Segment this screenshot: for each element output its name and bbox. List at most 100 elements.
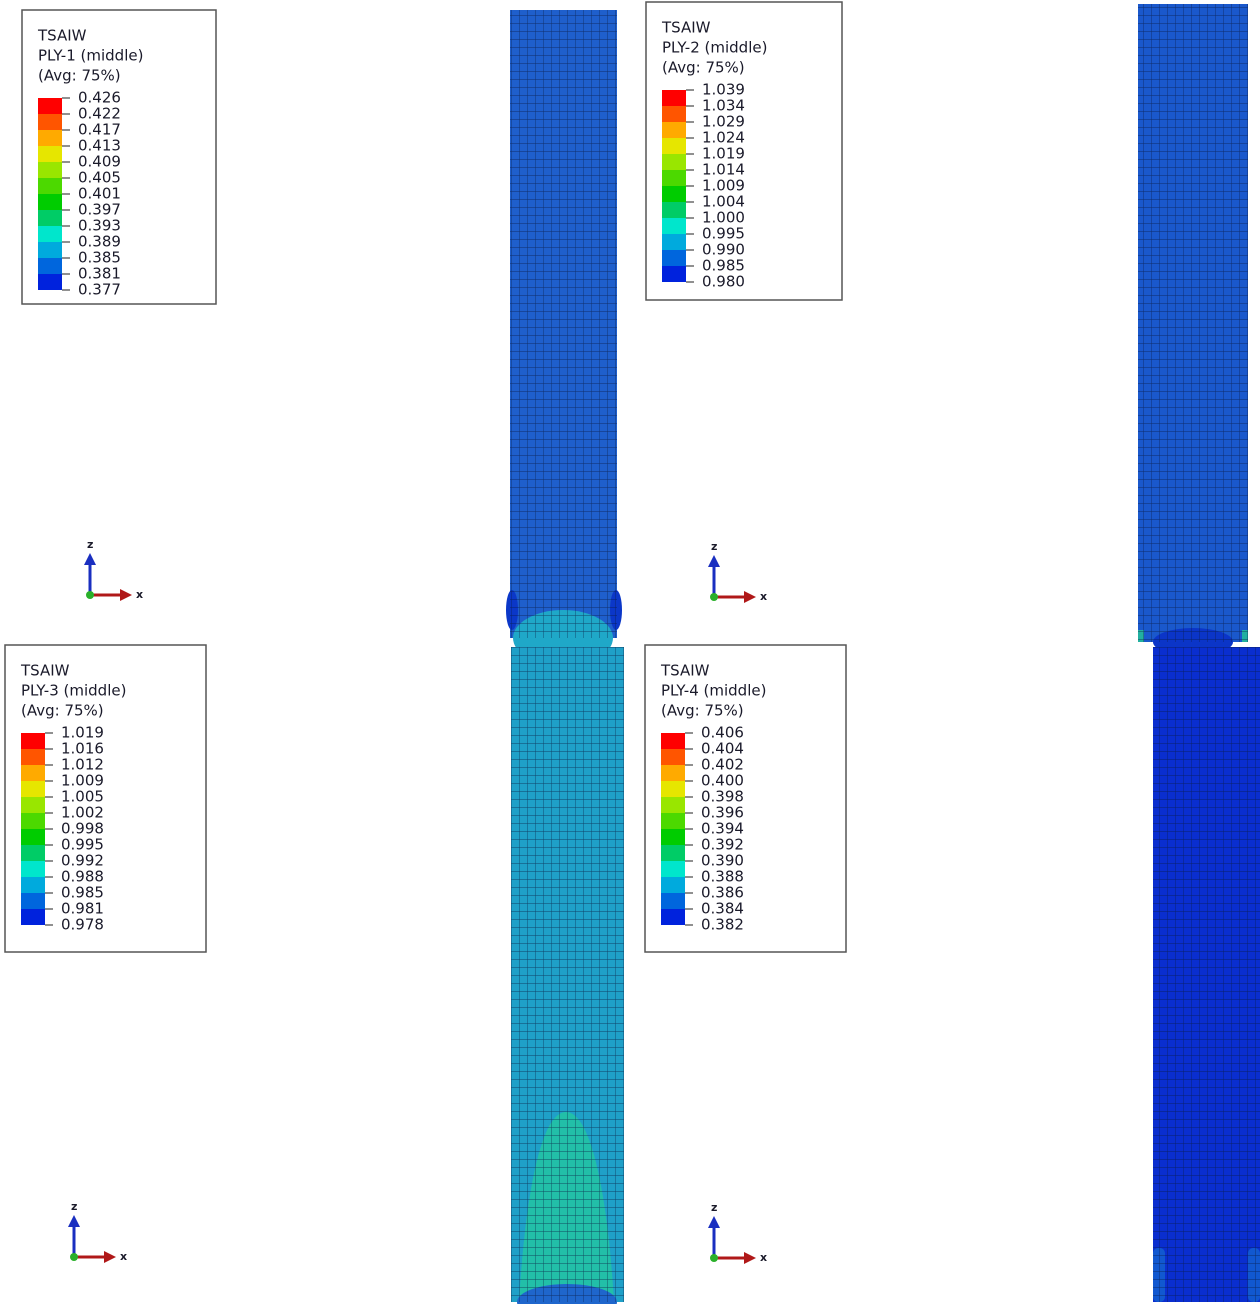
legend-label: 0.426 [78, 89, 121, 107]
legend-band [661, 733, 685, 749]
legend-band [661, 797, 685, 813]
legend-band [661, 765, 685, 781]
legend-band [21, 749, 45, 765]
legend-label: 0.385 [78, 249, 121, 267]
legend-band [662, 218, 686, 234]
legend-label: 1.000 [702, 209, 745, 227]
legend-band [661, 909, 685, 925]
y-axis-dot [710, 1254, 718, 1262]
legend-title: TSAIW [37, 27, 87, 45]
legend-band [21, 877, 45, 893]
z-arrow [84, 553, 96, 565]
x-axis-label: x [760, 590, 767, 603]
axis-triad: zx [84, 538, 143, 601]
legend-label: 0.985 [61, 884, 104, 902]
legend-label: 0.400 [701, 772, 744, 790]
legend-band [38, 130, 62, 146]
x-arrow [744, 1252, 756, 1264]
legend-label: 1.012 [61, 756, 104, 774]
legend-band [38, 178, 62, 194]
legend-band [21, 733, 45, 749]
legend-label: 1.014 [702, 161, 745, 179]
legend-band [662, 90, 686, 106]
legend-band [38, 162, 62, 178]
legend-label: 0.981 [61, 900, 104, 918]
legend-label: 1.034 [702, 97, 745, 115]
legend-band [662, 266, 686, 282]
legend-band [21, 781, 45, 797]
legend-band [662, 122, 686, 138]
legend-label: 0.392 [701, 836, 744, 854]
legend-band [662, 234, 686, 250]
legend-label: 0.405 [78, 169, 121, 187]
x-arrow [104, 1251, 116, 1263]
y-axis-dot [86, 591, 94, 599]
legend-label: 1.005 [61, 788, 104, 806]
legend-label: 0.386 [701, 884, 744, 902]
legend-label: 0.393 [78, 217, 121, 235]
legend-avg: (Avg: 75%) [21, 702, 104, 720]
legend-band [21, 861, 45, 877]
z-axis-label: z [711, 540, 717, 553]
legend-label: 1.004 [702, 193, 745, 211]
z-axis-label: z [87, 538, 93, 551]
legend-ply: PLY-2 (middle) [662, 39, 767, 57]
legend-band [661, 781, 685, 797]
legend-label: 0.409 [78, 153, 121, 171]
legend-band [661, 861, 685, 877]
legend-avg: (Avg: 75%) [38, 67, 121, 85]
legend-label: 1.002 [61, 804, 104, 822]
legend-band [662, 138, 686, 154]
legend-band [661, 877, 685, 893]
legend-label: 0.388 [701, 868, 744, 886]
mesh-plot-4 [1153, 647, 1260, 1302]
legend-label: 0.990 [702, 241, 745, 259]
z-axis-label: z [711, 1201, 717, 1214]
legend-label: 0.422 [78, 105, 121, 123]
legend-label: 0.401 [78, 185, 121, 203]
axis-triad: zx [708, 1201, 767, 1264]
x-axis-label: x [136, 588, 143, 601]
x-axis-label: x [120, 1250, 127, 1263]
legend-label: 0.390 [701, 852, 744, 870]
legend-label: 0.384 [701, 900, 744, 918]
legend-label: 0.417 [78, 121, 121, 139]
legend-label: 0.992 [61, 852, 104, 870]
axis-triad: zx [708, 540, 767, 603]
legend-label: 1.029 [702, 113, 745, 131]
legend-band [38, 194, 62, 210]
legend-avg: (Avg: 75%) [662, 59, 745, 77]
legend-label: 1.039 [702, 81, 745, 99]
legend-avg: (Avg: 75%) [661, 702, 744, 720]
legend-label: 0.404 [701, 740, 744, 758]
legend-label: 0.998 [61, 820, 104, 838]
legend-label: 0.988 [61, 868, 104, 886]
legend-label: 0.980 [702, 273, 745, 291]
axis-triad: zx [68, 1200, 127, 1263]
legend-label: 0.402 [701, 756, 744, 774]
legend-band [662, 202, 686, 218]
mesh-plot-3 [511, 647, 624, 1304]
legend-band [21, 893, 45, 909]
legend-label: 0.413 [78, 137, 121, 155]
legend-band [661, 893, 685, 909]
legend-label: 0.382 [701, 916, 744, 934]
legend-band [662, 106, 686, 122]
legend-label: 0.396 [701, 804, 744, 822]
legend-title: TSAIW [20, 662, 70, 680]
legend-band [21, 797, 45, 813]
legend-band [38, 242, 62, 258]
legend-band [661, 749, 685, 765]
mesh-plot-1 [506, 10, 622, 666]
x-axis-label: x [760, 1251, 767, 1264]
legend-label: 0.394 [701, 820, 744, 838]
legend-band [661, 845, 685, 861]
z-arrow [708, 1216, 720, 1228]
legend-band [21, 765, 45, 781]
legend-ply: PLY-4 (middle) [661, 682, 766, 700]
legend-title: TSAIW [661, 19, 711, 37]
y-axis-dot [70, 1253, 78, 1261]
legend-label: 0.398 [701, 788, 744, 806]
